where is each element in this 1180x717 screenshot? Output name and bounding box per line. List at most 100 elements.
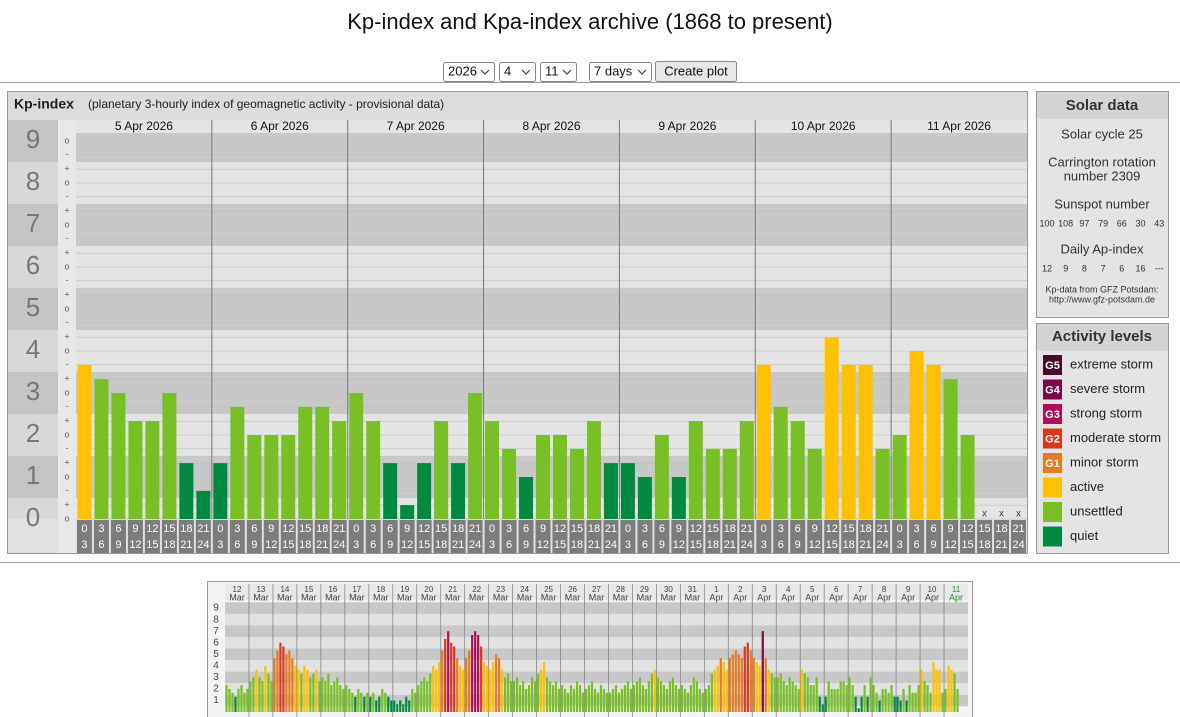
hour-from: 12 xyxy=(826,523,838,535)
bar xyxy=(671,477,686,519)
hour-cell xyxy=(773,520,789,553)
select[interactable] xyxy=(540,62,577,82)
hour-cell xyxy=(314,520,330,553)
day-header xyxy=(296,584,321,600)
bar xyxy=(420,681,423,712)
bar xyxy=(357,688,360,712)
hour-from: 18 xyxy=(180,523,192,535)
bar xyxy=(294,665,297,712)
minor-tick-label: + xyxy=(64,206,69,216)
minor-tick-label: - xyxy=(66,275,69,285)
bar xyxy=(578,685,582,712)
y-tick-label: 2 xyxy=(26,418,40,448)
y-tick-label: 6 xyxy=(26,250,40,280)
bar xyxy=(128,421,143,519)
hour-from: 21 xyxy=(469,523,481,535)
day-label: 9 Apr 2026 xyxy=(658,119,716,133)
day-month: Mar xyxy=(589,592,605,602)
bar xyxy=(671,677,674,712)
select[interactable] xyxy=(443,62,495,82)
bar xyxy=(545,677,549,712)
bar xyxy=(770,673,773,712)
bar xyxy=(824,337,839,519)
bar xyxy=(366,692,369,712)
hour-to: 15 xyxy=(690,539,702,551)
select[interactable] xyxy=(589,62,652,82)
bar xyxy=(366,421,381,519)
hour-to: 24 xyxy=(605,539,617,551)
bar xyxy=(755,662,758,712)
y-tick-label: 9 xyxy=(26,124,40,154)
hour-to: 6 xyxy=(234,539,240,551)
bar xyxy=(683,688,686,712)
bar xyxy=(857,708,860,712)
legend-label: moderate storm xyxy=(1070,430,1161,445)
day-number: 13 xyxy=(256,585,265,594)
ap-value: 6 xyxy=(1119,263,1124,273)
bar xyxy=(809,685,812,712)
bar xyxy=(908,685,911,712)
day-header xyxy=(368,584,393,600)
bar xyxy=(312,673,315,712)
hour-cell xyxy=(722,520,738,553)
hour-to: 12 xyxy=(129,539,141,551)
bar xyxy=(533,681,537,712)
day-label: 6 Apr 2026 xyxy=(251,119,309,133)
bar xyxy=(438,662,441,712)
hour-cell xyxy=(875,520,891,553)
day-header xyxy=(272,584,297,600)
solar-text: number 2309 xyxy=(1064,168,1141,183)
legend-swatch xyxy=(1043,477,1062,498)
hour-to: 24 xyxy=(469,539,481,551)
bar xyxy=(593,688,597,712)
band xyxy=(225,602,968,614)
day-number: 17 xyxy=(352,585,361,594)
hour-cell xyxy=(331,520,347,553)
bar xyxy=(315,669,318,712)
bar xyxy=(740,658,743,712)
hour-to: 24 xyxy=(197,539,209,551)
hour-to: 12 xyxy=(944,539,956,551)
day-number: 5 xyxy=(810,585,815,594)
y-tick-label: 9 xyxy=(213,603,219,614)
bar xyxy=(510,681,513,712)
hour-from: 15 xyxy=(571,523,583,535)
band xyxy=(225,671,968,684)
bar xyxy=(444,638,447,712)
select[interactable] xyxy=(499,62,536,82)
y-tick-label: 4 xyxy=(213,660,219,671)
hour-cell xyxy=(297,520,313,553)
bar xyxy=(345,685,348,712)
day-number: 4 xyxy=(786,585,791,594)
bar xyxy=(953,673,956,712)
hour-from: 6 xyxy=(387,523,393,535)
hour-to: 18 xyxy=(707,539,719,551)
select-arrow xyxy=(480,69,490,75)
day-number: 10 xyxy=(928,585,937,594)
bar xyxy=(707,685,710,712)
hour-cell xyxy=(535,520,551,553)
day-header xyxy=(347,120,484,133)
day-number: 20 xyxy=(424,585,433,594)
y-cell xyxy=(8,456,58,498)
bar xyxy=(620,688,624,712)
button[interactable] xyxy=(655,61,737,82)
hour-to: 21 xyxy=(180,539,192,551)
hour-from: 15 xyxy=(707,523,719,535)
day-month: Apr xyxy=(829,592,843,602)
day-number: 1 xyxy=(714,585,719,594)
y-tick-label: 5 xyxy=(213,649,219,660)
bar xyxy=(872,685,875,712)
hour-to: 18 xyxy=(978,539,990,551)
hour-cell xyxy=(1011,520,1026,553)
hour-to: 9 xyxy=(387,539,393,551)
bar xyxy=(111,393,126,519)
bar xyxy=(785,685,788,712)
legend-label: extreme storm xyxy=(1070,356,1153,371)
bar xyxy=(423,677,426,712)
day-header xyxy=(656,584,681,600)
y-tick-label: 7 xyxy=(213,626,219,637)
bar xyxy=(818,696,821,712)
bar xyxy=(539,669,543,712)
hour-to: 6 xyxy=(642,539,648,551)
